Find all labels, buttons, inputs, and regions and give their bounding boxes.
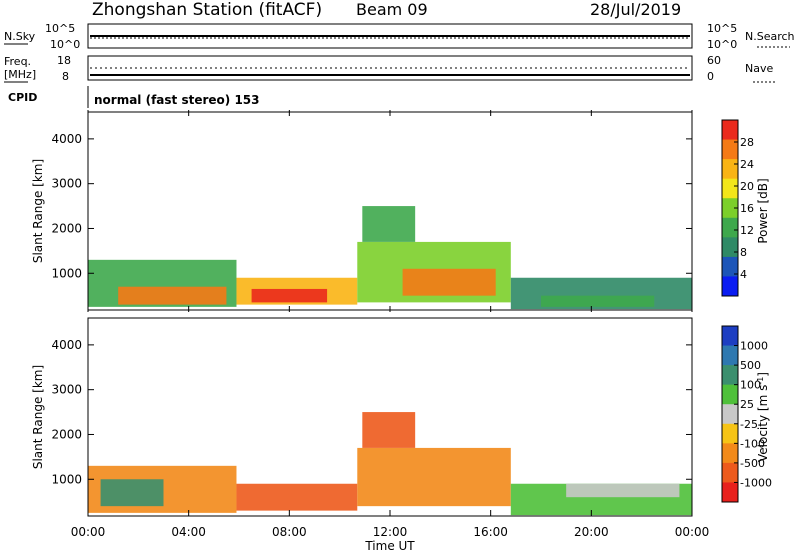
y-tick-label: 1000 [51,266,82,280]
colorbar-tick-label: 20 [740,180,754,193]
colorbar-swatch [722,178,738,199]
colorbar-tick-label: 12 [740,224,754,237]
colorbar-tick-label: 16 [740,202,754,215]
nsky-tick-bottom: 10^0 [50,38,80,51]
power-cells [88,206,692,310]
colorbar-tick-label: -25 [740,418,758,431]
y-tick-label: 4000 [51,132,82,146]
x-axis-label: Time UT [364,539,415,553]
data-cell [566,483,680,498]
station-title: Zhongshan Station (fitACF) [92,0,322,20]
colorbar-tick-label: 100 [740,379,761,392]
nsky-frame [87,23,693,49]
colorbar-swatch [722,237,738,258]
data-cell [236,483,358,511]
x-tick-label: 12:00 [373,525,408,539]
velocity-y-axis-label: Slant Range [km] [31,365,45,469]
colorbar-swatch [722,462,738,483]
colorbar-swatch [722,365,738,386]
y-tick-label: 2000 [51,221,82,235]
data-cell [362,206,416,242]
colorbar-swatch [722,423,738,444]
y-tick-label: 1000 [51,472,82,486]
data-cell [362,412,416,448]
nave-tick-top: 60 [707,54,721,67]
data-cell [251,288,328,303]
colorbar-tick-label: 8 [740,246,747,259]
velocity-x-ticks: 00:00 04:00 08:00 12:00 16:00 20:00 00:00 [71,110,710,539]
y-tick-label: 2000 [51,427,82,441]
data-cell [118,286,227,305]
colorbar-swatch [722,120,738,141]
data-cell [100,479,164,507]
power-colorbar: 4 8 12 16 20 24 28 [721,119,754,297]
freq-label: Freq. [4,55,31,68]
colorbar-swatch [722,159,738,180]
colorbar-swatch [722,217,738,238]
colorbar-tick-label: 1000 [740,340,768,353]
colorbar-tick-label: -500 [740,457,765,470]
cpid-label: CPID [8,91,37,104]
velocity-cells [88,412,692,516]
x-tick-label: 16:00 [473,525,508,539]
beam-label: Beam 09 [356,0,428,19]
colorbar-tick-label: 24 [740,158,754,171]
colorbar-swatch [722,404,738,425]
colorbar-tick-label: -1000 [740,476,772,489]
colorbar-tick-label: 500 [740,359,761,372]
nsearch-tick-top: 10^5 [707,22,737,35]
velocity-colorbar: 1000 500 100 25 -25 -100 -500 -1000 [721,325,772,503]
power-y-axis-label: Slant Range [km] [31,159,45,263]
data-cell [541,295,655,307]
x-tick-label: 20:00 [574,525,609,539]
freq-frame [87,55,693,81]
y-tick-label: 3000 [51,383,82,397]
nave-tick-bottom: 0 [707,70,714,83]
colorbar-swatch [722,384,738,405]
colorbar-swatch [722,443,738,464]
power-y-ticks: 1000 2000 3000 4000 [51,132,692,280]
velocity-colorbar-label: Velocity [m s-1] [756,372,771,462]
colorbar-tick-label: 4 [740,268,747,281]
nave-label: Nave [745,62,773,75]
power-colorbar-label: Power [dB] [756,178,770,243]
x-tick-label: 00:00 [71,525,106,539]
nsearch-label: N.Search [745,30,795,43]
cpid-text: normal (fast stereo) 153 [94,93,260,107]
power-panel: 1000 2000 3000 4000 Slant Range [km] 4 8 12 16… [31,111,770,311]
freq-unit-label: [MHz] [4,68,36,81]
data-cell [402,268,496,296]
y-tick-label: 3000 [51,177,82,191]
colorbar-swatch [722,345,738,366]
colorbar-tick-label: 25 [740,398,754,411]
freq-tick-bottom: 8 [62,70,69,83]
colorbar-tick-label: -100 [740,437,765,450]
x-tick-label: 00:00 [675,525,710,539]
colorbar-frame [721,325,739,503]
colorbar-swatch [722,198,738,219]
colorbar-swatch [722,139,738,160]
y-tick-label: 4000 [51,338,82,352]
date-label: 28/Jul/2019 [590,0,681,19]
cpid-panel: CPID normal (fast stereo) 153 [8,86,260,108]
colorbar-swatch [722,482,738,503]
nsky-tick-top: 10^5 [45,22,75,35]
colorbar-swatch [722,276,738,297]
colorbar-tick-label: 28 [740,136,754,149]
nsky-label: N.Sky [4,30,36,43]
data-cell [357,447,511,507]
x-tick-label: 04:00 [171,525,206,539]
nsearch-tick-bottom: 10^0 [707,38,737,51]
velocity-y-ticks: 1000 2000 3000 4000 [51,338,692,486]
freq-tick-top: 18 [57,54,71,67]
colorbar-swatch [722,256,738,277]
x-tick-label: 08:00 [272,525,307,539]
freq-panel: Freq. [MHz] 18 8 60 0 Nave [4,54,775,83]
nsky-panel: N.Sky 10^5 10^0 10^5 10^0 N.Search [4,22,795,51]
colorbar-swatch [722,326,738,347]
